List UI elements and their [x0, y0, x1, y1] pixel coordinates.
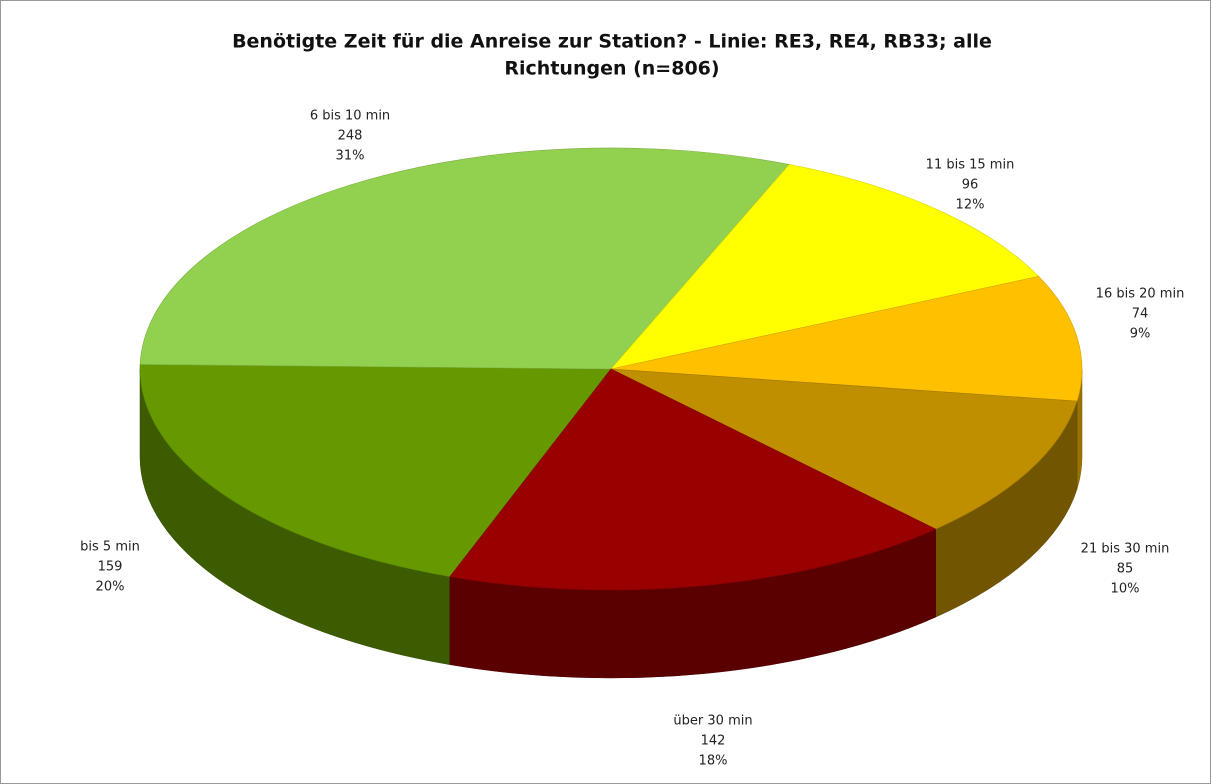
data-label-percent: 31% [336, 149, 365, 164]
data-label-value: 74 [1132, 307, 1149, 322]
data-label-category: 11 bis 15 min [926, 158, 1015, 173]
data-label-percent: 10% [1111, 582, 1140, 597]
slice [449, 368, 937, 591]
data-label-value: 159 [98, 560, 123, 575]
data-label-value: 96 [962, 178, 979, 193]
chart-title: Benötigte Zeit für die Anreise zur Stati… [232, 31, 992, 53]
data-label-category: über 30 min [673, 714, 752, 729]
chart-title: Richtungen (n=806) [504, 58, 719, 80]
data-label-percent: 12% [956, 198, 985, 213]
data-label-value: 85 [1117, 562, 1134, 577]
data-label-percent: 9% [1130, 327, 1151, 342]
data-label-category: 6 bis 10 min [310, 109, 390, 124]
data-label-category: 16 bis 20 min [1096, 287, 1185, 302]
slice [139, 147, 790, 370]
slice [610, 368, 1078, 530]
data-label-category: 21 bis 30 min [1081, 542, 1170, 557]
slice [610, 276, 1083, 402]
slice [139, 364, 612, 577]
data-label-value: 142 [701, 734, 726, 749]
slice [610, 164, 1040, 370]
data-label-category: bis 5 min [80, 540, 140, 555]
data-label-percent: 20% [96, 580, 125, 595]
data-label-value: 248 [338, 129, 363, 144]
data-label-percent: 18% [699, 754, 728, 769]
